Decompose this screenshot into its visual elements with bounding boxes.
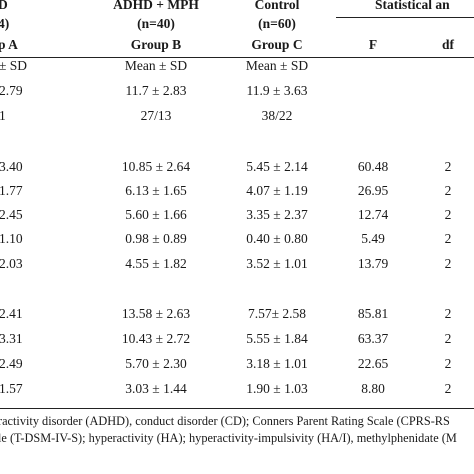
table-bottom-rule: [0, 408, 474, 409]
cell-f: 85.81: [357, 306, 389, 321]
cell-f: 60.48: [357, 159, 389, 174]
cell-f: 22.65: [357, 356, 389, 371]
cell-group-a: 2.41: [0, 306, 23, 321]
cell-group-c: 38/22: [261, 108, 293, 123]
footnote-line2: le (T-DSM-IV-S); hyperactivity (HA); hyp…: [0, 431, 457, 445]
cell-f: 12.74: [357, 207, 389, 222]
cell-group-b: 13.58 ± 2.63: [121, 306, 191, 321]
cell-group-a: 2.79: [0, 83, 23, 98]
cell-df: 2: [444, 306, 452, 321]
group-b-header-line3: Group B: [130, 37, 182, 52]
cell-f: 26.95: [357, 183, 389, 198]
cell-df: 2: [444, 356, 452, 371]
cell-group-c: 0.40 ± 0.80: [246, 231, 308, 246]
cell-group-a: 2.03: [0, 256, 23, 271]
cell-group-c: 5.45 ± 2.14: [246, 159, 308, 174]
cell-f: 5.49: [361, 231, 385, 246]
cell-f: 63.37: [357, 331, 389, 346]
stats-header: Statistical an: [375, 0, 450, 12]
cell-group-c: 3.18 ± 1.01: [246, 356, 308, 371]
cell-group-a: 1.77: [0, 183, 23, 198]
cell-group-a: 2.45: [0, 207, 23, 222]
cell-f: 13.79: [357, 256, 389, 271]
stats-col-f: F: [368, 37, 378, 52]
cell-group-c: 4.07 ± 1.19: [246, 183, 308, 198]
cell-group-b: 6.13 ± 1.65: [125, 183, 187, 198]
cell-f: 8.80: [361, 381, 385, 396]
cell-group-b: 0.98 ± 0.89: [125, 231, 187, 246]
cell-df: 2: [444, 207, 452, 222]
cell-group-a: 3.40: [0, 159, 23, 174]
footnote-line1: ractivity disorder (ADHD), conduct disor…: [0, 414, 450, 428]
cell-group-b: 4.55 ± 1.82: [125, 256, 187, 271]
cell-group-c: 5.55 ± 1.84: [246, 331, 308, 346]
cell-group-b: 11.7 ± 2.83: [125, 83, 187, 98]
cell-group-a: ± SD: [0, 58, 28, 73]
cell-group-c: 3.35 ± 2.37: [246, 207, 308, 222]
cell-group-a: 3.31: [0, 331, 23, 346]
stats-underline: [336, 17, 474, 18]
cell-group-b: 3.03 ± 1.44: [125, 381, 187, 396]
stats-col-df: df: [441, 37, 455, 52]
cell-group-a: 2.49: [0, 356, 23, 371]
cell-group-c: 11.9 ± 3.63: [246, 83, 308, 98]
cell-df: 2: [444, 159, 452, 174]
cell-group-c: 1.90 ± 1.03: [246, 381, 308, 396]
group-c-header-line2: (n=60): [258, 16, 296, 31]
cell-df: 2: [444, 381, 452, 396]
cell-group-a: 1: [0, 108, 6, 123]
group-c-header-line3: Group C: [251, 37, 303, 52]
cell-group-b: 27/13: [140, 108, 172, 123]
cell-group-a: 1.57: [0, 381, 23, 396]
cell-group-c: 7.57± 2.58: [247, 306, 307, 321]
group-b-header-line2: (n=40): [137, 16, 175, 31]
cell-df: 2: [444, 231, 452, 246]
cell-group-b: 5.70 ± 2.30: [125, 356, 187, 371]
group-a-header-line2: 4): [0, 16, 10, 31]
cell-group-b: 10.43 ± 2.72: [121, 331, 191, 346]
group-a-header-line3: p A: [0, 37, 18, 52]
cell-group-b: 5.60 ± 1.66: [125, 207, 187, 222]
cell-df: 2: [444, 183, 452, 198]
cell-group-b: 10.85 ± 2.64: [121, 159, 191, 174]
cell-df: 2: [444, 256, 452, 271]
group-b-header-line1: ADHD + MPH: [113, 0, 199, 12]
group-c-header-line1: Control: [254, 0, 300, 12]
header-bottom-rule: [0, 57, 474, 58]
cell-df: 2: [444, 331, 452, 346]
cell-group-c: Mean ± SD: [245, 58, 309, 73]
cell-group-c: 3.52 ± 1.01: [246, 256, 308, 271]
cell-group-b: Mean ± SD: [124, 58, 188, 73]
group-a-header-line1: D: [0, 0, 8, 12]
cell-group-a: 1.10: [0, 231, 23, 246]
